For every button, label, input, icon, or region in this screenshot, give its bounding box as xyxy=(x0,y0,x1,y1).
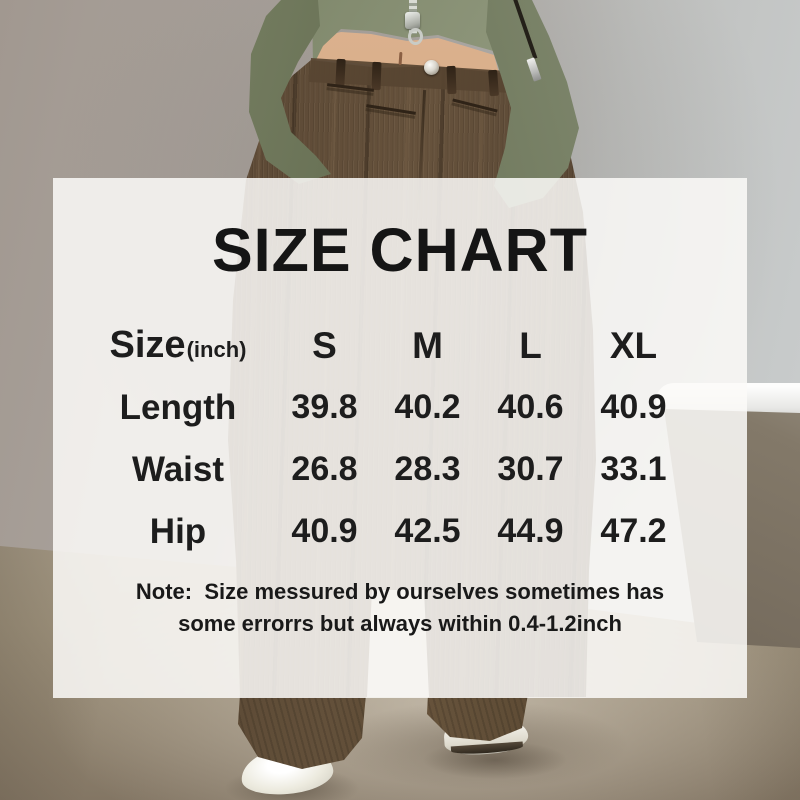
belt-loop xyxy=(371,61,382,91)
col-header-m: M xyxy=(412,324,443,366)
cell-length-s: 39.8 xyxy=(291,388,358,426)
cell-waist-m: 28.3 xyxy=(394,450,461,488)
col-header-xl: XL xyxy=(609,324,658,366)
belt-loop xyxy=(446,65,457,95)
size-note: Note: Size messured by ourselves sometim… xyxy=(53,576,747,640)
cell-hip-xl: 47.2 xyxy=(600,512,667,550)
cell-length-xl: 40.9 xyxy=(600,388,667,426)
size-note-line-1: Note: Size messured by ourselves sometim… xyxy=(135,579,665,604)
size-chart-title: SIZE CHART xyxy=(212,216,588,284)
jacket-zipper-ring xyxy=(408,28,423,45)
size-table-header-row: Size (inch) S M L XL xyxy=(83,314,715,376)
waist-button xyxy=(424,60,439,75)
table-row-waist: Waist 26.8 28.3 30.7 33.1 xyxy=(83,438,715,500)
size-label: Size xyxy=(109,324,186,366)
size-note-line-2: some errorrs but always within 0.4-1.2in… xyxy=(178,611,622,636)
cell-hip-l: 44.9 xyxy=(497,512,564,550)
cell-waist-xl: 33.1 xyxy=(600,450,667,488)
cell-waist-l: 30.7 xyxy=(497,450,564,488)
size-header-cell: Size (inch) xyxy=(83,326,273,364)
row-label-length: Length xyxy=(119,387,237,427)
cell-waist-s: 26.8 xyxy=(291,450,358,488)
belt-loop xyxy=(335,58,346,88)
cell-length-m: 40.2 xyxy=(394,388,461,426)
size-chart-panel: SIZE CHART Size (inch) S M L XL Length 3… xyxy=(53,178,747,698)
cell-hip-s: 40.9 xyxy=(291,512,358,550)
col-header-s: S xyxy=(312,324,337,366)
size-table: Size (inch) S M L XL Length 39.8 40.2 40… xyxy=(83,314,715,562)
row-label-waist: Waist xyxy=(131,449,225,489)
cell-hip-m: 42.5 xyxy=(394,512,461,550)
unit-label: (inch) xyxy=(186,337,247,362)
col-header-l: L xyxy=(519,324,542,366)
table-row-hip: Hip 40.9 42.5 44.9 47.2 xyxy=(83,500,715,562)
cell-length-l: 40.6 xyxy=(497,388,564,426)
row-label-hip: Hip xyxy=(149,511,207,551)
belt-loop xyxy=(488,69,499,97)
table-row-length: Length 39.8 40.2 40.6 40.9 xyxy=(83,376,715,438)
jacket-zipper-pull xyxy=(405,12,420,29)
